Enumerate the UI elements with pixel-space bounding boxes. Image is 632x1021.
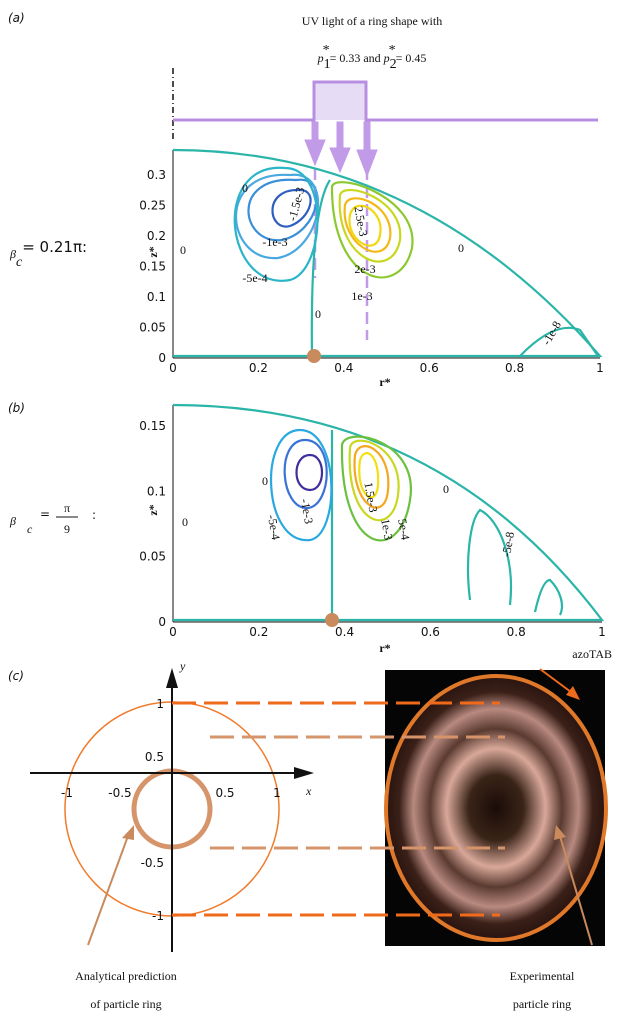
contour-label: 1e-3	[378, 518, 395, 541]
y-tick-label: 0.15	[139, 419, 166, 433]
y-axis-label: z*	[146, 504, 160, 515]
y-tick-label: 1	[156, 697, 164, 711]
t: *	[389, 43, 396, 58]
contour-label: 2e-3	[354, 262, 375, 276]
y-tick-label: -0.5	[141, 856, 164, 870]
streamlines	[173, 405, 602, 620]
contour-label: 0	[242, 181, 248, 195]
contour-label: -1e-3	[298, 498, 316, 525]
t: = 0.45	[396, 51, 427, 65]
contour-label: 0	[443, 482, 449, 496]
y-tick-label: 0.05	[139, 550, 166, 564]
y-tick-label: 0.3	[147, 168, 166, 182]
y-tick-label: 0	[158, 351, 166, 365]
t: β	[9, 514, 16, 528]
panel-c-drawing	[30, 668, 606, 952]
y-axis-label: y	[179, 659, 186, 673]
caption: particle ring	[513, 997, 571, 1011]
contour-label: -5e-8	[499, 531, 517, 558]
axes	[173, 150, 600, 358]
x-tick-label: 0.4	[334, 361, 353, 375]
t: *	[323, 43, 330, 58]
contour-label: 5e-4	[395, 518, 412, 541]
title: p1*= 0.33 and p2*= 0.45	[317, 43, 427, 72]
y-tick-label: 0	[158, 615, 166, 629]
title: UV light of a ring shape with	[302, 14, 442, 28]
contour-label: 1e-3	[351, 289, 372, 303]
panel-label: (b)	[8, 401, 25, 415]
beta: β c = π 9 :	[9, 501, 96, 536]
contour-label: -5e-4	[265, 514, 283, 541]
x-axis-label: x	[305, 784, 312, 798]
t: π	[64, 501, 70, 515]
x-tick-label: 0.2	[249, 361, 268, 375]
contour-label: 0	[180, 243, 186, 257]
t: = 0.21π:	[22, 238, 87, 256]
panel-label: (c)	[8, 669, 24, 683]
caption: Experimental	[510, 969, 575, 983]
panel-label: (a)	[8, 11, 25, 25]
x-tick-label: 0.5	[215, 786, 234, 800]
y-tick-label: 0.05	[139, 321, 166, 335]
particle	[307, 349, 321, 363]
beta: βc= 0.21π:	[9, 238, 87, 270]
y-axis-label: z*	[146, 246, 160, 257]
y-tick-label: -1	[152, 909, 164, 923]
x-tick-label: 0.8	[507, 625, 526, 639]
t: c	[16, 255, 23, 270]
x-tick-label: 0.2	[249, 625, 268, 639]
y-tick-label: 0.5	[145, 750, 164, 764]
y-tick-label: 0.2	[147, 229, 166, 243]
x-tick-label: 0	[169, 361, 177, 375]
contour-label: 0	[458, 241, 464, 255]
contour-label: -5e-4	[242, 271, 267, 285]
y-tick-label: 0.25	[139, 199, 166, 213]
x-tick-label: 1	[273, 786, 281, 800]
x-tick-label: 0	[169, 625, 177, 639]
contour-label: 0	[182, 515, 188, 529]
axes	[173, 405, 602, 622]
contour-label: 0	[262, 474, 268, 488]
x-tick-label: 1	[598, 625, 606, 639]
streamlines	[173, 150, 600, 356]
y-tick-label: 0.1	[147, 484, 166, 498]
x-tick-label: -1	[61, 786, 73, 800]
caption: Analytical prediction	[75, 969, 177, 983]
caption: of particle ring	[90, 997, 161, 1011]
t: :	[92, 508, 96, 522]
contour-label: -1e-8	[539, 319, 564, 348]
x-axis-label: r*	[379, 375, 390, 389]
x-tick-label: 1	[596, 361, 604, 375]
figure: (a) UV light of a ring shape with p1*= 0…	[0, 0, 632, 1021]
t: 9	[64, 522, 70, 536]
x-tick-label: 0.4	[335, 625, 354, 639]
y-tick-label: 0.15	[139, 260, 166, 274]
x-tick-label: -0.5	[108, 786, 131, 800]
contour-label: 0	[315, 307, 321, 321]
x-tick-label: 0.8	[505, 361, 524, 375]
x-tick-label: 0.6	[421, 625, 440, 639]
t: =	[40, 507, 50, 521]
y-tick-label: 0.1	[147, 290, 166, 304]
t: = 0.33 and	[330, 51, 384, 65]
x-tick-label: 0.6	[420, 361, 439, 375]
t: c	[27, 522, 33, 536]
x-axis-label: r*	[379, 641, 390, 655]
contour-label: -1e-3	[262, 235, 287, 249]
image-label: azoTAB	[572, 647, 612, 661]
t: β	[9, 247, 16, 261]
